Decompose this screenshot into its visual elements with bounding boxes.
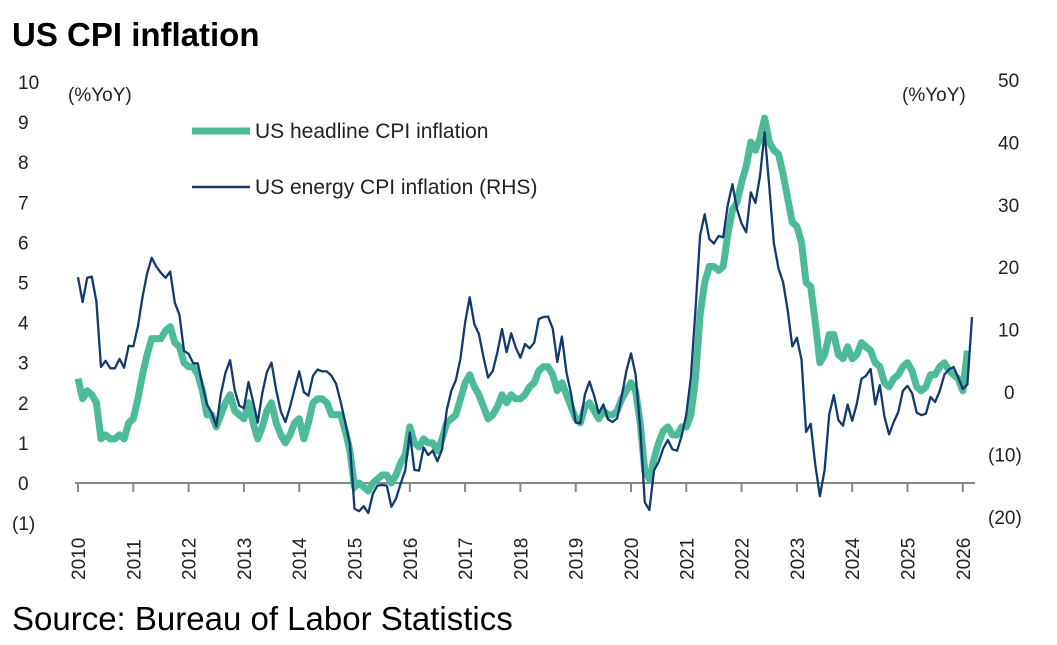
x-tick-label: 2018 xyxy=(511,538,532,580)
source-note: Source: Bureau of Labor Statistics xyxy=(12,600,513,637)
x-tick-label: 2021 xyxy=(677,538,698,580)
left-tick-label: 5 xyxy=(18,274,29,295)
x-tick-label: 2012 xyxy=(180,538,201,580)
right-tick-label: 50 xyxy=(998,71,1019,92)
x-tick-label: 2011 xyxy=(124,539,145,580)
x-tick-label: 2013 xyxy=(235,538,256,580)
left-tick-label: 2 xyxy=(18,394,29,415)
x-tick-label: 2014 xyxy=(290,537,311,580)
x-tick-label: 2024 xyxy=(843,537,864,580)
left-tick-label: (1) xyxy=(12,514,35,535)
x-tick-label: 2019 xyxy=(567,538,588,580)
x-tick-label: 2016 xyxy=(401,538,422,580)
left-tick-label: 8 xyxy=(18,153,29,174)
legend-label-headline: US headline CPI inflation xyxy=(255,120,488,143)
left-unit-label: (%YoY) xyxy=(68,85,132,106)
right-unit-label: (%YoY) xyxy=(902,85,966,106)
left-tick-label: 9 xyxy=(18,113,29,134)
right-tick-label: (20) xyxy=(988,508,1022,529)
energy-cpi-line xyxy=(76,131,974,515)
x-tick-label: 2023 xyxy=(788,538,809,580)
left-tick-label: 1 xyxy=(18,434,29,455)
x-tick-label: 2017 xyxy=(456,538,477,580)
x-tick-label: 2010 xyxy=(69,538,90,580)
x-tick-label: 2020 xyxy=(622,538,643,580)
left-tick-label: 0 xyxy=(18,474,29,495)
left-tick-label: 6 xyxy=(18,233,29,254)
headline-cpi-line xyxy=(74,114,971,495)
right-tick-label: 0 xyxy=(1004,383,1015,404)
left-tick-label: 4 xyxy=(18,314,29,335)
chart-title: US CPI inflation xyxy=(12,16,260,53)
x-tick-label: 2026 xyxy=(954,538,975,580)
right-tick-label: 10 xyxy=(998,321,1019,342)
x-tick-label: 2022 xyxy=(733,538,754,580)
left-tick-label: 3 xyxy=(18,354,29,375)
right-tick-label: 30 xyxy=(998,196,1019,217)
left-tick-label: 10 xyxy=(18,73,39,94)
left-tick-label: 7 xyxy=(18,193,29,214)
right-tick-label: (10) xyxy=(988,445,1022,466)
right-tick-label: 40 xyxy=(998,133,1019,154)
legend-label-energy: US energy CPI inflation (RHS) xyxy=(255,176,537,199)
x-tick-label: 2015 xyxy=(346,538,367,580)
x-tick-label: 2025 xyxy=(899,538,920,580)
right-tick-label: 20 xyxy=(998,258,1019,279)
